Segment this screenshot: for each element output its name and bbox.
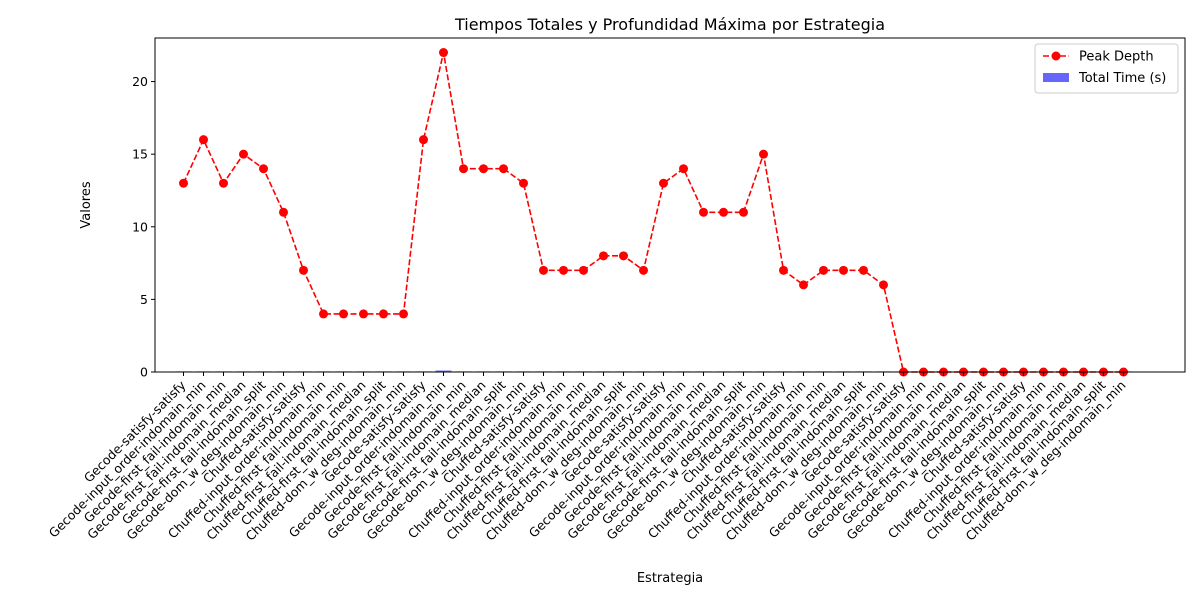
point-peak-depth: [259, 164, 268, 174]
point-series: [179, 48, 1128, 377]
point-peak-depth: [659, 178, 668, 188]
point-peak-depth: [699, 207, 708, 217]
point-peak-depth: [219, 178, 228, 188]
point-peak-depth: [419, 135, 428, 145]
point-peak-depth: [559, 265, 568, 275]
point-peak-depth: [359, 309, 368, 319]
point-peak-depth: [339, 309, 348, 319]
legend: Peak Depth Total Time (s): [1034, 43, 1179, 94]
y-axis: 0 5 10 15 20: [132, 74, 155, 380]
point-peak-depth: [859, 265, 868, 275]
point-peak-depth: [619, 251, 628, 261]
point-peak-depth: [779, 265, 788, 275]
legend-label-total-time: Total Time (s): [1078, 71, 1166, 86]
point-peak-depth: [599, 251, 608, 261]
plot-frame: [154, 37, 1186, 373]
point-peak-depth: [679, 164, 688, 174]
legend-bar-sample: [1043, 73, 1069, 82]
point-peak-depth: [639, 265, 648, 275]
point-peak-depth: [739, 207, 748, 217]
y-tick-label: 20: [132, 74, 148, 89]
point-peak-depth: [319, 309, 328, 319]
point-peak-depth: [459, 164, 468, 174]
legend-marker-sample: [1051, 51, 1061, 61]
point-peak-depth: [519, 178, 528, 188]
point-peak-depth: [799, 280, 808, 290]
point-peak-depth: [759, 149, 768, 159]
point-peak-depth: [579, 265, 588, 275]
point-peak-depth: [199, 135, 208, 145]
point-peak-depth: [819, 265, 828, 275]
point-peak-depth: [239, 149, 248, 159]
y-tick-label: 15: [132, 147, 148, 162]
bar-total-time: [435, 370, 452, 372]
x-axis: Gecode-satisfy-satisfyGecode-input_order…: [46, 372, 1129, 544]
point-peak-depth: [479, 164, 488, 174]
y-tick-label: 0: [140, 365, 148, 380]
point-peak-depth: [179, 178, 188, 188]
point-peak-depth: [839, 265, 848, 275]
legend-box: [1034, 43, 1179, 94]
x-axis-label: Estrategia: [637, 571, 703, 586]
point-peak-depth: [439, 48, 448, 58]
point-peak-depth: [299, 265, 308, 275]
line-series: [182, 52, 1124, 373]
point-peak-depth: [539, 265, 548, 275]
chart-title: Tiempos Totales y Profundidad Máxima por…: [454, 15, 885, 34]
point-peak-depth: [879, 280, 888, 290]
point-peak-depth: [719, 207, 728, 217]
point-peak-depth: [379, 309, 388, 319]
point-peak-depth: [279, 207, 288, 217]
point-peak-depth: [499, 164, 508, 174]
y-tick-label: 10: [132, 219, 148, 234]
point-peak-depth: [399, 309, 408, 319]
line-peak-depth: [182, 52, 1124, 373]
y-axis-label: Valores: [79, 181, 94, 228]
legend-label-peak-depth: Peak Depth: [1079, 50, 1154, 65]
y-tick-label: 5: [140, 292, 148, 307]
